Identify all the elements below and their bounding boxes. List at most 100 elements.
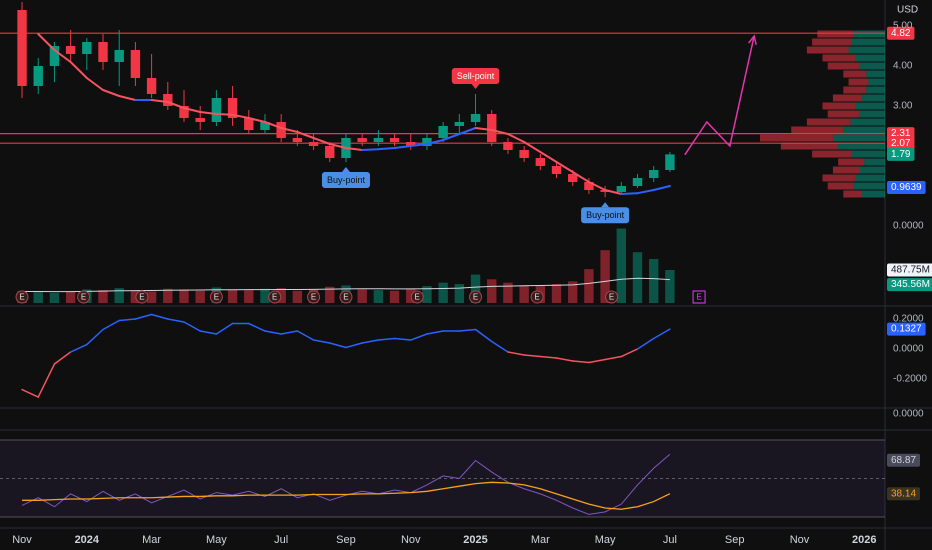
oscillator-line <box>264 330 282 335</box>
y-tick-label: 4.00 <box>893 61 913 72</box>
annotation-pointer <box>471 84 480 89</box>
y-tick-label: 0.2000 <box>893 314 924 325</box>
oscillator-line <box>539 355 558 359</box>
candle-body <box>260 122 270 130</box>
earnings-label: E <box>415 293 420 302</box>
profile-up <box>851 38 885 46</box>
volume-bar <box>65 291 76 303</box>
candle-body <box>227 98 238 118</box>
oscillator-line <box>426 330 444 335</box>
oscillator-line <box>37 363 56 398</box>
moving-average <box>85 77 105 91</box>
annotation: Sell-point <box>451 68 500 89</box>
earnings-label: E <box>214 293 219 302</box>
profile-up <box>862 94 885 102</box>
annotation: Buy-point <box>321 167 370 188</box>
moving-average <box>247 117 266 123</box>
candle-body <box>470 114 481 122</box>
oscillator-line <box>150 313 169 320</box>
profile-up <box>858 110 885 118</box>
moving-average <box>604 189 623 195</box>
moving-average <box>182 107 202 113</box>
volume-bar <box>146 291 157 303</box>
x-tick-label: Mar <box>531 534 550 546</box>
earnings-label: E <box>534 293 539 302</box>
y-tick-label: -0.2000 <box>893 374 927 385</box>
volume-bar <box>616 228 627 303</box>
oscillator-line <box>167 318 185 323</box>
annotation-label: Sell-point <box>457 71 495 81</box>
volume-bar <box>487 279 497 303</box>
profile-down <box>791 126 844 134</box>
annotation-box <box>581 207 630 224</box>
profile-down <box>838 158 865 166</box>
oscillator-line <box>102 319 120 331</box>
moving-average <box>652 185 671 191</box>
earnings-label: E <box>272 293 277 302</box>
volume-bar <box>551 284 562 303</box>
moving-average <box>458 127 477 135</box>
candle-body <box>519 150 529 158</box>
profile-up <box>850 118 885 126</box>
volume-bar <box>470 274 481 303</box>
rsi-line <box>22 481 671 510</box>
volume-bar <box>276 288 286 303</box>
profile-down <box>843 86 867 94</box>
profile-down <box>806 118 851 126</box>
volume-bar <box>33 292 43 303</box>
oscillator-line <box>507 351 525 356</box>
candle-body <box>616 186 627 192</box>
profile-up <box>843 126 885 134</box>
oscillator-line <box>410 333 428 341</box>
volume-bar <box>98 290 108 303</box>
moving-average <box>215 113 234 116</box>
y-tick-label: 0.0000 <box>893 409 924 420</box>
oscillator-line <box>458 328 477 332</box>
moving-average <box>587 181 607 191</box>
candle-body <box>422 138 432 146</box>
candle-body <box>308 142 319 146</box>
oscillator-line <box>474 328 493 343</box>
price-tag-box <box>887 453 921 467</box>
candle-body <box>632 178 643 186</box>
earnings-marker <box>530 290 544 304</box>
earnings-marker <box>135 290 149 304</box>
volume-bar <box>163 288 173 303</box>
projection-arrowhead <box>747 34 757 45</box>
profile-up <box>855 174 885 182</box>
profile-up <box>866 70 885 78</box>
candle-body <box>438 126 448 138</box>
profile-up <box>855 54 885 62</box>
candle-body <box>33 66 43 86</box>
candle-body <box>487 114 497 142</box>
moving-average <box>69 61 88 79</box>
volume-bar <box>292 290 303 303</box>
moving-average <box>409 143 428 147</box>
profile-down <box>848 78 869 86</box>
volume-bar <box>114 288 124 303</box>
moving-average <box>539 151 558 163</box>
price-tag-box <box>887 147 915 161</box>
oscillator-line <box>620 348 639 358</box>
profile-down <box>843 190 863 198</box>
candle-body <box>98 42 108 62</box>
candle-body <box>195 118 205 122</box>
earnings-label: E <box>696 293 701 302</box>
earnings-label: E <box>139 293 144 302</box>
candle-body <box>584 182 594 190</box>
moving-average <box>474 127 493 131</box>
earnings-marker <box>469 290 483 304</box>
profile-down <box>832 94 863 102</box>
volume-bar <box>49 292 60 303</box>
price-tag-label: 68.87 <box>891 455 916 466</box>
profile-up <box>860 166 885 174</box>
price-tag-box <box>887 136 915 150</box>
candle-body <box>389 138 400 142</box>
moving-average <box>263 121 283 129</box>
oscillator-line <box>199 330 218 335</box>
volume-bar <box>584 269 594 303</box>
oscillator-line <box>523 354 542 358</box>
oscillator-line <box>393 337 412 341</box>
moving-average <box>118 95 137 101</box>
earnings-label: E <box>19 293 24 302</box>
